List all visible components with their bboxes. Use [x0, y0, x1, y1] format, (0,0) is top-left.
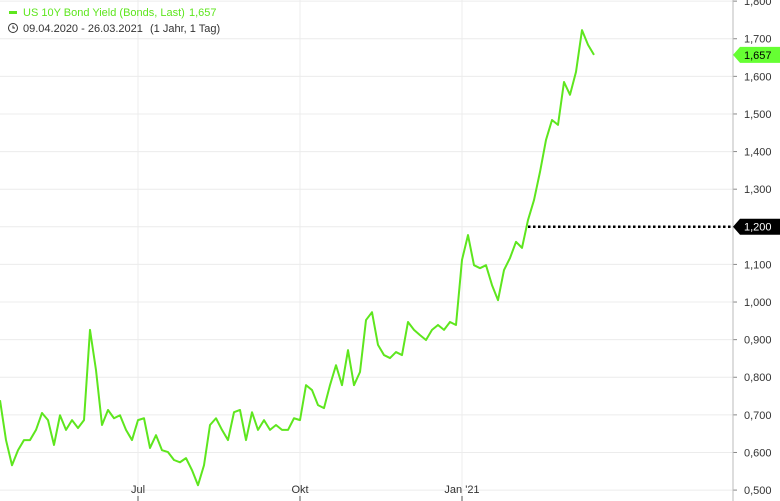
last-value-label: 1,657 [744, 50, 772, 62]
clock-icon [8, 23, 18, 33]
y-tick-label: 1,400 [744, 146, 772, 158]
line-series [0, 29, 595, 487]
legend-value: 1,657 [189, 7, 217, 19]
period: (1 Jahr, 1 Tag) [150, 23, 220, 35]
y-tick-label: 1,500 [744, 109, 772, 121]
legend-label: US 10Y Bond Yield (Bonds, Last) [23, 7, 185, 19]
y-tick-label: 1,800 [744, 0, 772, 8]
last-value-tag [733, 46, 780, 63]
y-tick-label: 0,800 [744, 372, 772, 384]
x-tick-label: Okt [291, 484, 308, 496]
legend: US 10Y Bond Yield (Bonds, Last) 1,657 09… [8, 7, 220, 35]
y-tick-label: 1,000 [744, 297, 772, 309]
clock-hands [12, 25, 15, 29]
x-tick-label: Jan '21 [444, 484, 479, 496]
reference-tag [733, 218, 780, 235]
y-tick-label: 1,700 [744, 34, 772, 46]
reference-label: 1,200 [744, 222, 772, 234]
x-tick-label: Jul [131, 484, 145, 496]
y-tick-label: 0,500 [744, 485, 772, 497]
legend-swatch [9, 11, 17, 14]
y-tick-label: 0,900 [744, 335, 772, 347]
y-tick-label: 1,600 [744, 71, 772, 83]
plot: 1,200 1,657 [0, 29, 780, 487]
date-range: 09.04.2020 - 26.03.2021 [23, 23, 143, 35]
y-tick-label: 1,300 [744, 184, 772, 196]
y-tick-label: 0,700 [744, 410, 772, 422]
y-tick-label: 1,100 [744, 259, 772, 271]
y-tick-label: 0,600 [744, 447, 772, 459]
